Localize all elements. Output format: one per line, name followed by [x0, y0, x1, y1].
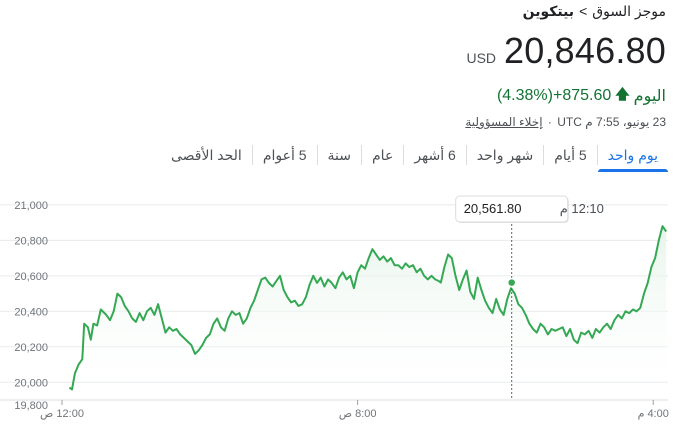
meta-row: 23 يونيو، 7:55 م UTC · إخلاء المسؤولية	[465, 115, 666, 129]
tab-1-day[interactable]: يوم واحد	[597, 142, 669, 172]
change-amount: +875.60	[552, 87, 612, 104]
tab-6-months[interactable]: 6 أشهر	[414, 146, 456, 163]
tab-divider	[465, 145, 467, 165]
time-range-tabs: يوم واحد 5 أيام شهر واحد 6 أشهر عام سنة …	[161, 140, 669, 172]
tab-divider	[596, 145, 598, 165]
change-percent: (4.38%)	[496, 87, 553, 104]
price-line	[68, 225, 668, 391]
tab-5-years[interactable]: 5 أعوام	[262, 146, 307, 163]
price-row: USD 20,846.80	[466, 30, 666, 72]
tab-divider	[543, 145, 545, 165]
y-tick-label-bottom: 19,800	[14, 400, 48, 412]
tooltip-value: 20,561.80	[464, 201, 522, 216]
breadcrumb-market-summary-link[interactable]: موجز السوق	[592, 3, 666, 19]
period-label: اليوم	[633, 88, 666, 105]
breadcrumb-separator: >	[579, 3, 588, 19]
tooltip-box	[455, 195, 569, 223]
tab-5-days[interactable]: 5 أيام	[554, 146, 587, 163]
change-value: (4.38%)+875.60	[497, 87, 611, 105]
current-price: 20,846.80	[504, 30, 666, 71]
x-tick-label: 8:00 ص	[339, 408, 377, 420]
disclaimer-link[interactable]: إخلاء المسؤولية	[465, 115, 543, 129]
hover-point	[506, 277, 517, 288]
y-tick-label: 20,400	[14, 306, 48, 318]
tab-divider	[403, 145, 405, 165]
tab-ytd[interactable]: عام	[372, 146, 394, 163]
meta-separator: ·	[547, 115, 552, 129]
y-tick-label: 20,000	[14, 377, 48, 389]
tab-max[interactable]: الحد الأقصى	[171, 146, 242, 163]
price-area-fill	[69, 226, 667, 400]
price-chart[interactable]: 20,000 20,200 20,400 20,600 20,800 21,000 19,8…	[0, 178, 690, 426]
y-tick-label: 21,000	[14, 200, 48, 212]
tooltip-time: 12:10 م	[560, 201, 604, 217]
tab-1-year[interactable]: سنة	[327, 146, 352, 163]
y-tick-label: 20,800	[14, 235, 48, 247]
quote-timestamp: 23 يونيو، 7:55 م UTC	[557, 115, 666, 129]
x-tick-label: 12:00 ص	[40, 408, 84, 420]
arrow-up-icon: 🡅	[615, 86, 630, 102]
x-tick-label: 4:00 م	[638, 408, 669, 420]
tab-divider	[316, 145, 318, 165]
tab-1-month[interactable]: شهر واحد	[476, 146, 534, 163]
breadcrumb-current-page: بيتكوين	[522, 3, 575, 19]
tab-divider	[361, 145, 363, 165]
tab-divider	[251, 145, 253, 165]
breadcrumb: موجز السوق>بيتكوين	[523, 3, 666, 20]
change-row: اليوم 🡅 (4.38%)+875.60	[497, 84, 666, 108]
currency-label: USD	[466, 50, 497, 66]
y-tick-label: 20,200	[14, 342, 48, 354]
y-tick-label: 20,600	[14, 271, 48, 283]
